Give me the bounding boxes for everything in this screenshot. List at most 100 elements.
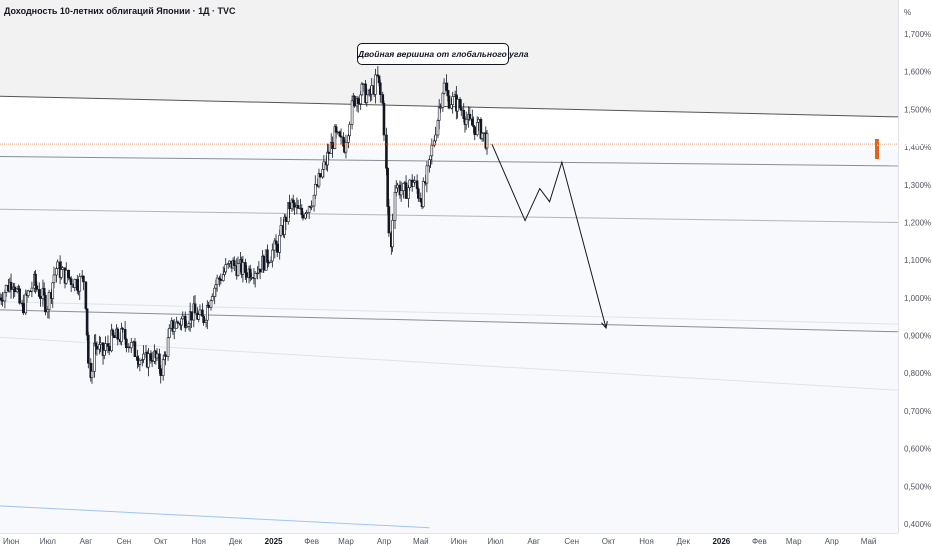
candle-body xyxy=(204,319,208,323)
candle xyxy=(233,256,236,271)
candle xyxy=(193,295,197,314)
candle-body xyxy=(432,140,436,146)
candle-body xyxy=(183,315,187,328)
candle xyxy=(9,273,13,299)
candle-body xyxy=(84,281,88,310)
candle xyxy=(207,301,210,309)
candle xyxy=(84,281,88,311)
candle-body xyxy=(34,273,37,287)
candle-body xyxy=(219,278,223,281)
candle xyxy=(198,304,202,316)
candle-body xyxy=(46,309,50,313)
candle xyxy=(181,311,185,320)
candle-body xyxy=(360,83,364,96)
candle xyxy=(417,186,420,202)
candle-body xyxy=(106,343,110,347)
candle-body xyxy=(0,297,3,301)
candle-body xyxy=(267,262,270,264)
candle-body xyxy=(288,202,291,210)
candle xyxy=(112,332,116,339)
candle xyxy=(353,95,356,108)
candle-body xyxy=(374,74,377,95)
candle xyxy=(425,161,429,193)
candle-body xyxy=(359,94,362,105)
candle xyxy=(13,283,17,297)
x-tick-label: Июл xyxy=(40,537,57,546)
candle-body xyxy=(305,212,308,215)
candle xyxy=(121,326,124,333)
x-tick-label: Май xyxy=(861,537,877,546)
candle xyxy=(104,336,107,356)
candle xyxy=(284,214,288,231)
candle-body xyxy=(215,277,219,285)
candle-body xyxy=(102,350,106,356)
candle xyxy=(413,176,416,185)
candle xyxy=(107,342,111,356)
candle xyxy=(185,320,188,329)
candle xyxy=(125,337,128,353)
x-tick-label: 2025 xyxy=(265,537,283,546)
candle xyxy=(339,128,343,145)
candle-body xyxy=(391,220,394,248)
last-price-tag: JP10Y 1,408% 14:32:41 xyxy=(875,139,931,159)
x-tick-label: Сен xyxy=(564,537,579,546)
candle-body xyxy=(164,354,167,357)
candle-body xyxy=(437,107,441,121)
candle xyxy=(391,213,394,252)
candle-body xyxy=(451,96,454,105)
candle-body xyxy=(107,346,111,352)
y-tick-label: 1,500% xyxy=(904,105,931,114)
candle-body xyxy=(24,293,28,314)
candle xyxy=(44,292,47,316)
candle xyxy=(267,259,270,267)
axis-unit-label: % xyxy=(904,8,912,17)
candle-body xyxy=(202,315,205,323)
candle-body xyxy=(224,264,228,273)
candle-body xyxy=(356,98,360,105)
y-tick-label: 1,300% xyxy=(904,181,931,190)
candle xyxy=(365,88,369,107)
candle xyxy=(61,266,64,270)
candle xyxy=(361,83,365,92)
candle-body xyxy=(382,102,386,136)
candle xyxy=(313,175,317,200)
candle xyxy=(344,134,348,159)
candle-body xyxy=(13,286,17,293)
candle-body xyxy=(458,98,462,109)
x-tick-label: Окт xyxy=(602,537,616,546)
candle-body xyxy=(69,278,73,285)
candle xyxy=(396,182,399,193)
candle xyxy=(82,275,85,291)
candle-body xyxy=(456,98,459,112)
candle xyxy=(219,273,223,285)
candle xyxy=(224,258,228,274)
candle xyxy=(442,78,446,96)
candle xyxy=(129,338,133,353)
candle-body xyxy=(244,262,247,273)
candle-body xyxy=(275,243,279,253)
candle-body xyxy=(326,151,329,166)
candle-body xyxy=(176,321,180,324)
candle-body xyxy=(459,107,463,111)
candle-body xyxy=(138,360,142,365)
y-tick-label: 0,800% xyxy=(904,369,931,378)
x-tick-label: Май xyxy=(413,537,429,546)
x-tick-label: Ноя xyxy=(639,537,654,546)
candle xyxy=(288,194,291,219)
double-top-annotation[interactable]: Двойная вершина от глобального угла xyxy=(357,43,528,65)
candle xyxy=(459,99,463,117)
x-tick-label: Окт xyxy=(154,537,168,546)
price-tag-time: 14:32:41 xyxy=(904,150,932,157)
candle-body xyxy=(464,119,468,125)
candle-body xyxy=(39,296,42,299)
candle xyxy=(301,211,305,221)
candle-body xyxy=(213,287,216,297)
candle-body xyxy=(468,113,472,120)
candle-body xyxy=(412,182,415,187)
trendline-6 xyxy=(0,336,899,391)
candle-body xyxy=(485,133,489,149)
candle xyxy=(399,181,403,202)
candle-body xyxy=(180,318,183,326)
